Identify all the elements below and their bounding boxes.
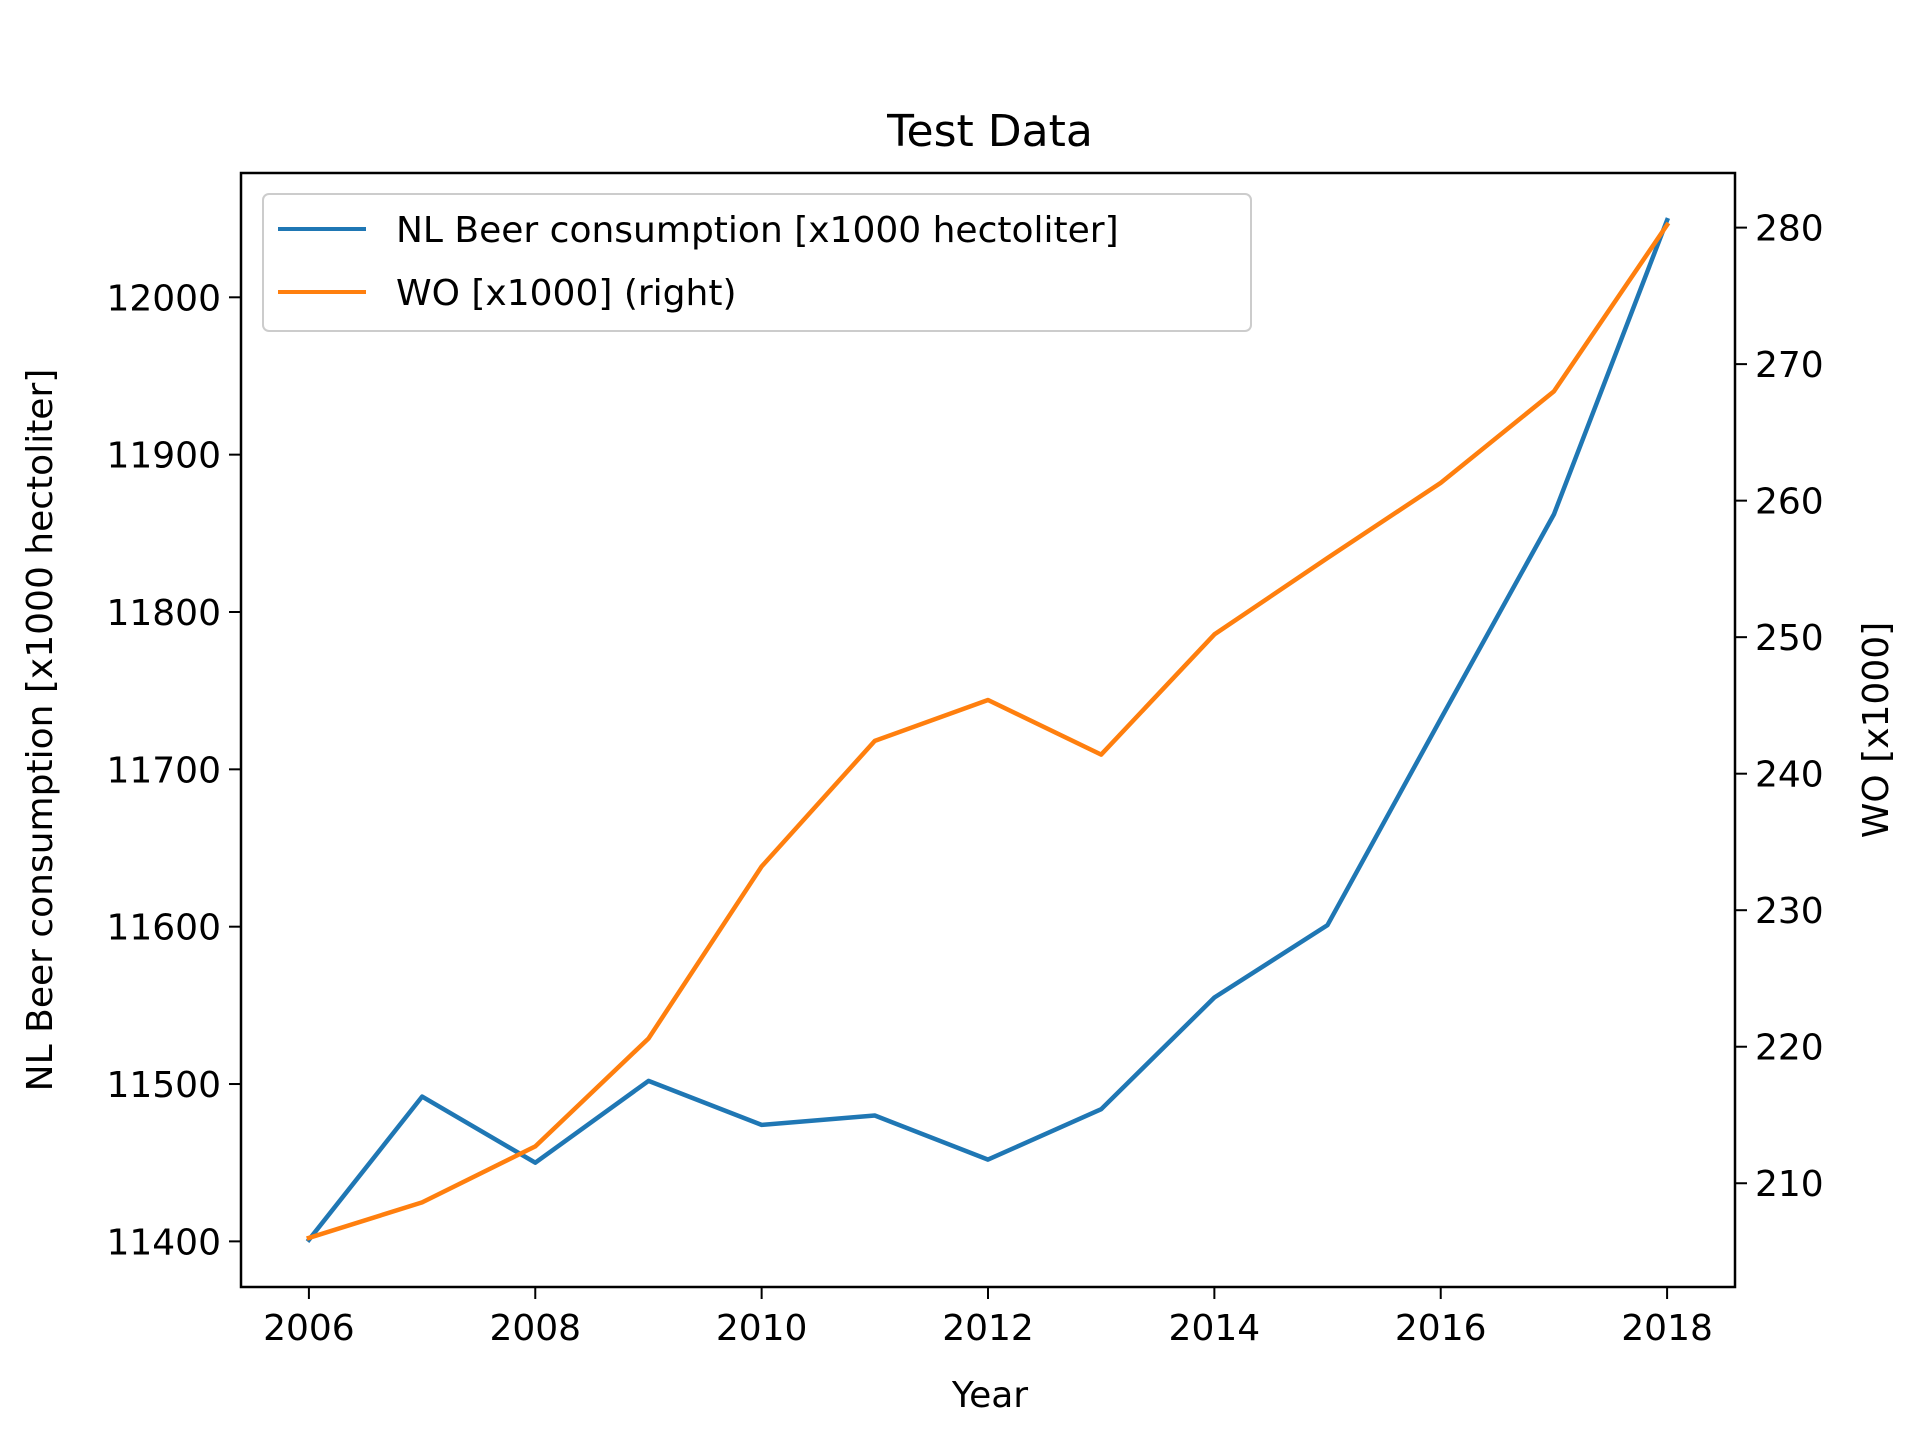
y-left-tick-label: 11700 [106,750,221,791]
y-left-tick-label: 11600 [106,908,221,949]
y-left-tick-label: 11800 [106,593,221,634]
series-layer [305,217,1671,1243]
x-tick-label: 2014 [1169,1308,1261,1349]
y-right-tick-label: 220 [1755,1028,1824,1069]
y-left-tick-label: 11500 [106,1065,221,1106]
y-right-tick-label: 240 [1755,755,1824,796]
y-right-axis-ticks: 210 220 230 240 250 260 270 280 [1735,209,1824,1205]
legend: NL Beer consumption [x1000 hectoliter] W… [262,193,1252,332]
y-right-axis-label: WO [x1000] [1856,622,1897,838]
x-tick-label: 2018 [1621,1308,1713,1349]
y-left-tick-label: 12000 [106,278,221,319]
y-right-tick-label: 280 [1755,209,1824,250]
series-line-wo [306,221,1671,1241]
y-right-tick-label: 210 [1755,1164,1824,1205]
y-left-axis-ticks: 11400 11500 11600 11700 11800 11900 12000 [106,278,241,1263]
y-right-tick-label: 260 [1755,482,1824,523]
y-right-tick-label: 250 [1755,618,1824,659]
x-axis-label: Year [951,1375,1028,1416]
x-axis-ticks: 2006 2008 2010 2012 2014 2016 2018 [263,1287,1713,1349]
legend-label-wo: WO [x1000] (right) [396,273,737,314]
legend-label-beer-consumption: NL Beer consumption [x1000 hectoliter] [396,210,1119,251]
legend-box [262,193,1252,332]
x-tick-label: 2006 [263,1308,355,1349]
x-tick-label: 2010 [716,1308,808,1349]
x-tick-label: 2008 [489,1308,581,1349]
y-right-tick-label: 230 [1755,891,1824,932]
y-left-tick-label: 11900 [106,436,221,477]
x-tick-label: 2016 [1395,1308,1487,1349]
series-line-beer-consumption [305,217,1671,1243]
x-tick-label: 2012 [942,1308,1034,1349]
y-left-tick-label: 11400 [106,1222,221,1263]
chart-title: Test Data [886,106,1093,157]
y-right-tick-label: 270 [1755,345,1824,386]
y-left-axis-label: NL Beer consumption [x1000 hectoliter] [20,369,61,1092]
